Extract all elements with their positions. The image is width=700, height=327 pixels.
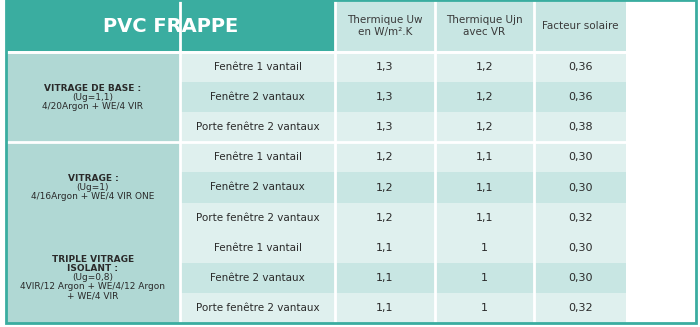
Text: 0,36: 0,36 — [568, 62, 592, 72]
Text: 1,1: 1,1 — [376, 273, 393, 283]
Text: 1: 1 — [481, 243, 488, 253]
Text: 4/20Argon + WE/4 VIR: 4/20Argon + WE/4 VIR — [43, 102, 144, 111]
Text: Thermique Uw
en W/m².K: Thermique Uw en W/m².K — [347, 15, 423, 37]
Bar — [534, 52, 626, 82]
Bar — [180, 263, 335, 293]
Bar — [534, 82, 626, 112]
Text: 0,32: 0,32 — [568, 303, 593, 313]
Bar — [435, 82, 534, 112]
Text: 0,30: 0,30 — [568, 243, 592, 253]
Text: 0,30: 0,30 — [568, 273, 592, 283]
Text: 0,36: 0,36 — [568, 92, 592, 102]
Bar — [534, 263, 626, 293]
Bar — [534, 233, 626, 263]
Bar — [435, 0, 534, 52]
Bar — [335, 112, 435, 142]
Text: 1,3: 1,3 — [376, 62, 393, 72]
Text: VITRAGE :: VITRAGE : — [67, 174, 118, 183]
Text: + WE/4 VIR: + WE/4 VIR — [67, 291, 118, 300]
Text: 4/16Argon + WE/4 VIR ONE: 4/16Argon + WE/4 VIR ONE — [32, 192, 155, 201]
Bar — [335, 233, 435, 263]
Bar — [534, 0, 626, 52]
Bar — [6, 0, 335, 52]
Bar — [335, 293, 435, 323]
Text: 1,2: 1,2 — [476, 122, 494, 132]
Bar — [534, 202, 626, 233]
Bar — [180, 172, 335, 202]
Bar — [180, 293, 335, 323]
Text: 1,3: 1,3 — [376, 122, 393, 132]
Text: 1: 1 — [481, 303, 488, 313]
Text: Fenêtre 2 vantaux: Fenêtre 2 vantaux — [210, 182, 305, 193]
Bar — [435, 112, 534, 142]
Bar — [180, 202, 335, 233]
Text: Fenêtre 1 vantail: Fenêtre 1 vantail — [214, 152, 302, 163]
Text: Porte fenêtre 2 vantaux: Porte fenêtre 2 vantaux — [196, 122, 319, 132]
Text: 1: 1 — [481, 273, 488, 283]
Bar — [180, 112, 335, 142]
Bar — [335, 263, 435, 293]
Text: Fenêtre 1 vantail: Fenêtre 1 vantail — [214, 62, 302, 72]
Text: 1,1: 1,1 — [476, 152, 494, 163]
Bar — [534, 172, 626, 202]
Bar — [435, 172, 534, 202]
Text: 1,1: 1,1 — [376, 303, 393, 313]
Bar — [6, 233, 180, 323]
Bar — [335, 142, 435, 172]
Bar — [534, 293, 626, 323]
Bar — [6, 52, 180, 142]
Text: 1,1: 1,1 — [476, 213, 494, 223]
Text: 1,2: 1,2 — [376, 152, 393, 163]
Bar — [435, 233, 534, 263]
Bar — [180, 233, 335, 263]
Bar — [6, 142, 180, 233]
Text: Porte fenêtre 2 vantaux: Porte fenêtre 2 vantaux — [196, 213, 319, 223]
Text: 4VIR/12 Argon + WE/4/12 Argon: 4VIR/12 Argon + WE/4/12 Argon — [20, 282, 165, 291]
Text: 1,2: 1,2 — [476, 62, 494, 72]
Text: ISOLANT :: ISOLANT : — [67, 264, 118, 273]
Text: 1,2: 1,2 — [376, 182, 393, 193]
Bar — [335, 172, 435, 202]
Bar — [335, 0, 435, 52]
Bar — [534, 112, 626, 142]
Text: 1,2: 1,2 — [376, 213, 393, 223]
Text: 1,2: 1,2 — [476, 92, 494, 102]
Text: 0,32: 0,32 — [568, 213, 593, 223]
Bar — [335, 202, 435, 233]
Text: Fenêtre 2 vantaux: Fenêtre 2 vantaux — [210, 273, 305, 283]
Text: (Ug=1,1): (Ug=1,1) — [72, 93, 113, 102]
Text: 0,38: 0,38 — [568, 122, 593, 132]
Bar — [435, 142, 534, 172]
Text: Fenêtre 2 vantaux: Fenêtre 2 vantaux — [210, 92, 305, 102]
Text: Porte fenêtre 2 vantaux: Porte fenêtre 2 vantaux — [196, 303, 319, 313]
Text: TRIPLE VITRAGE: TRIPLE VITRAGE — [52, 255, 134, 264]
Text: Thermique Ujn
avec VR: Thermique Ujn avec VR — [446, 15, 523, 37]
Text: (Ug=1): (Ug=1) — [76, 183, 109, 192]
Bar — [180, 52, 335, 82]
Bar — [435, 202, 534, 233]
Bar — [435, 293, 534, 323]
Text: 0,30: 0,30 — [568, 152, 592, 163]
Text: Facteur solaire: Facteur solaire — [542, 21, 619, 31]
Text: VITRAGE DE BASE :: VITRAGE DE BASE : — [44, 84, 141, 93]
Text: PVC FRAPPE: PVC FRAPPE — [103, 16, 238, 36]
Text: 1,1: 1,1 — [476, 182, 494, 193]
Text: 1,3: 1,3 — [376, 92, 393, 102]
Bar — [335, 52, 435, 82]
Bar — [180, 82, 335, 112]
Bar — [180, 142, 335, 172]
Bar — [435, 52, 534, 82]
Text: (Ug=0,8): (Ug=0,8) — [72, 273, 113, 282]
Bar — [435, 263, 534, 293]
Bar — [534, 142, 626, 172]
Bar — [335, 82, 435, 112]
Text: Fenêtre 1 vantail: Fenêtre 1 vantail — [214, 243, 302, 253]
Text: 1,1: 1,1 — [376, 243, 393, 253]
Text: 0,30: 0,30 — [568, 182, 592, 193]
